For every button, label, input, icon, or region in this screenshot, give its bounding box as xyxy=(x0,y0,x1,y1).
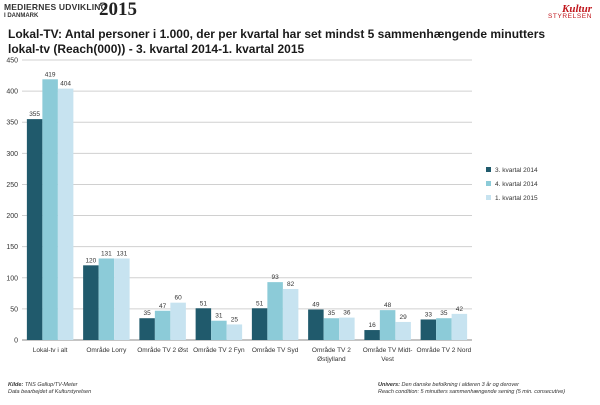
bar xyxy=(226,324,243,340)
y-tick-label: 300 xyxy=(6,151,18,158)
bar xyxy=(379,310,396,340)
brand-title: MEDIERNES UDVIKLING xyxy=(4,2,108,12)
brand-year: 2015 xyxy=(99,0,137,20)
data-label: 48 xyxy=(384,302,392,309)
data-label: 419 xyxy=(45,71,56,78)
bar xyxy=(451,313,468,340)
kulturstyrelsen-logo: Kultur STYRELSEN xyxy=(548,3,592,20)
x-tick-label: Område TV Midt- xyxy=(363,346,413,354)
reach-text: Reach condition: 5 minutters sammenhænge… xyxy=(378,389,566,395)
data-label: 35 xyxy=(440,310,448,317)
data-label: 25 xyxy=(231,316,239,323)
data-label: 36 xyxy=(343,310,351,317)
bar xyxy=(195,308,212,340)
bar xyxy=(420,319,437,340)
bar xyxy=(395,321,411,340)
source-label: Kilde: xyxy=(8,382,24,388)
universe-text: Den danske befolkning i alderen 3 år og … xyxy=(401,382,519,388)
y-tick-label: 200 xyxy=(6,213,18,220)
x-tick-label: Østjylland xyxy=(317,356,346,363)
bar xyxy=(170,302,186,340)
bar xyxy=(308,309,324,340)
data-label: 33 xyxy=(425,311,433,318)
y-tick-label: 0 xyxy=(14,338,18,345)
bar xyxy=(364,330,380,340)
x-tick-label: Lokal-tv i alt xyxy=(33,347,68,354)
data-label: 31 xyxy=(215,313,223,320)
y-tick-label: 350 xyxy=(6,120,18,127)
data-label: 120 xyxy=(85,257,96,264)
bar xyxy=(154,310,171,340)
data-label: 51 xyxy=(256,300,264,307)
y-tick-label: 150 xyxy=(6,244,18,251)
brand-subtitle: I DANMARK xyxy=(4,13,39,19)
chart-title: Lokal-TV: Antal personer i 1.000, der pe… xyxy=(8,27,546,56)
legend-swatch xyxy=(486,195,491,200)
universe-note: Univers: Den danske befolkning i alderen… xyxy=(378,382,565,396)
y-tick-label: 100 xyxy=(6,275,18,282)
x-tick-label: Område TV Syd xyxy=(252,346,299,354)
data-label: 35 xyxy=(144,310,152,317)
legend-label: 1. kvartal 2015 xyxy=(495,195,538,202)
source-note: Kilde: TNS Gallup/TV-Meter Data bearbejd… xyxy=(8,382,91,396)
logo-subtext: STYRELSEN xyxy=(547,13,592,20)
bar xyxy=(98,258,115,340)
data-label: 35 xyxy=(328,310,336,317)
data-label: 131 xyxy=(101,250,112,257)
data-label: 47 xyxy=(159,303,167,310)
bar xyxy=(139,318,155,340)
bar xyxy=(436,318,452,340)
data-label: 93 xyxy=(272,274,280,281)
bar xyxy=(83,265,99,340)
x-tick-label: Område TV 2 Øst xyxy=(137,346,188,354)
data-label: 51 xyxy=(200,300,208,307)
y-tick-label: 50 xyxy=(10,306,18,313)
x-tick-label: Område TV 2 xyxy=(312,346,351,354)
data-label: 404 xyxy=(60,81,71,88)
data-label: 60 xyxy=(175,295,183,302)
x-tick-label: Område Lorry xyxy=(86,346,127,354)
source-line2: Data bearbejdet af Kulturstyrelsen xyxy=(8,389,92,395)
bar xyxy=(114,258,130,340)
y-tick-label: 450 xyxy=(6,58,18,65)
bar xyxy=(267,282,283,340)
y-tick-label: 400 xyxy=(6,89,18,96)
data-label: 16 xyxy=(369,322,377,329)
logo-mark: Kultur xyxy=(562,3,592,15)
data-label: 131 xyxy=(116,250,127,257)
bar xyxy=(57,88,74,340)
bar xyxy=(211,320,227,340)
source-text: TNS Gallup/TV-Meter xyxy=(24,382,78,388)
bar xyxy=(339,317,355,340)
bar xyxy=(251,308,268,340)
data-label: 42 xyxy=(456,306,464,313)
legend-label: 3. kvartal 2014 xyxy=(495,167,538,174)
x-tick-label: Område TV 2 Fyn xyxy=(193,346,245,354)
data-label: 29 xyxy=(400,314,408,321)
bar xyxy=(26,119,43,340)
bar xyxy=(323,318,340,340)
brand-header: MEDIERNES UDVIKLING I DANMARK 2015 xyxy=(4,0,137,20)
x-tick-label: Vest xyxy=(381,356,394,363)
data-label: 355 xyxy=(29,111,40,118)
legend-swatch xyxy=(486,181,491,186)
data-label: 49 xyxy=(312,302,320,309)
x-tick-label: Område TV 2 Nord xyxy=(416,346,471,354)
bar xyxy=(42,79,58,341)
legend-label: 4. kvartal 2014 xyxy=(495,181,538,188)
bar xyxy=(282,288,299,340)
universe-label: Univers: xyxy=(378,382,401,388)
data-label: 82 xyxy=(287,281,295,288)
y-tick-label: 250 xyxy=(6,182,18,189)
legend-swatch xyxy=(486,167,491,172)
